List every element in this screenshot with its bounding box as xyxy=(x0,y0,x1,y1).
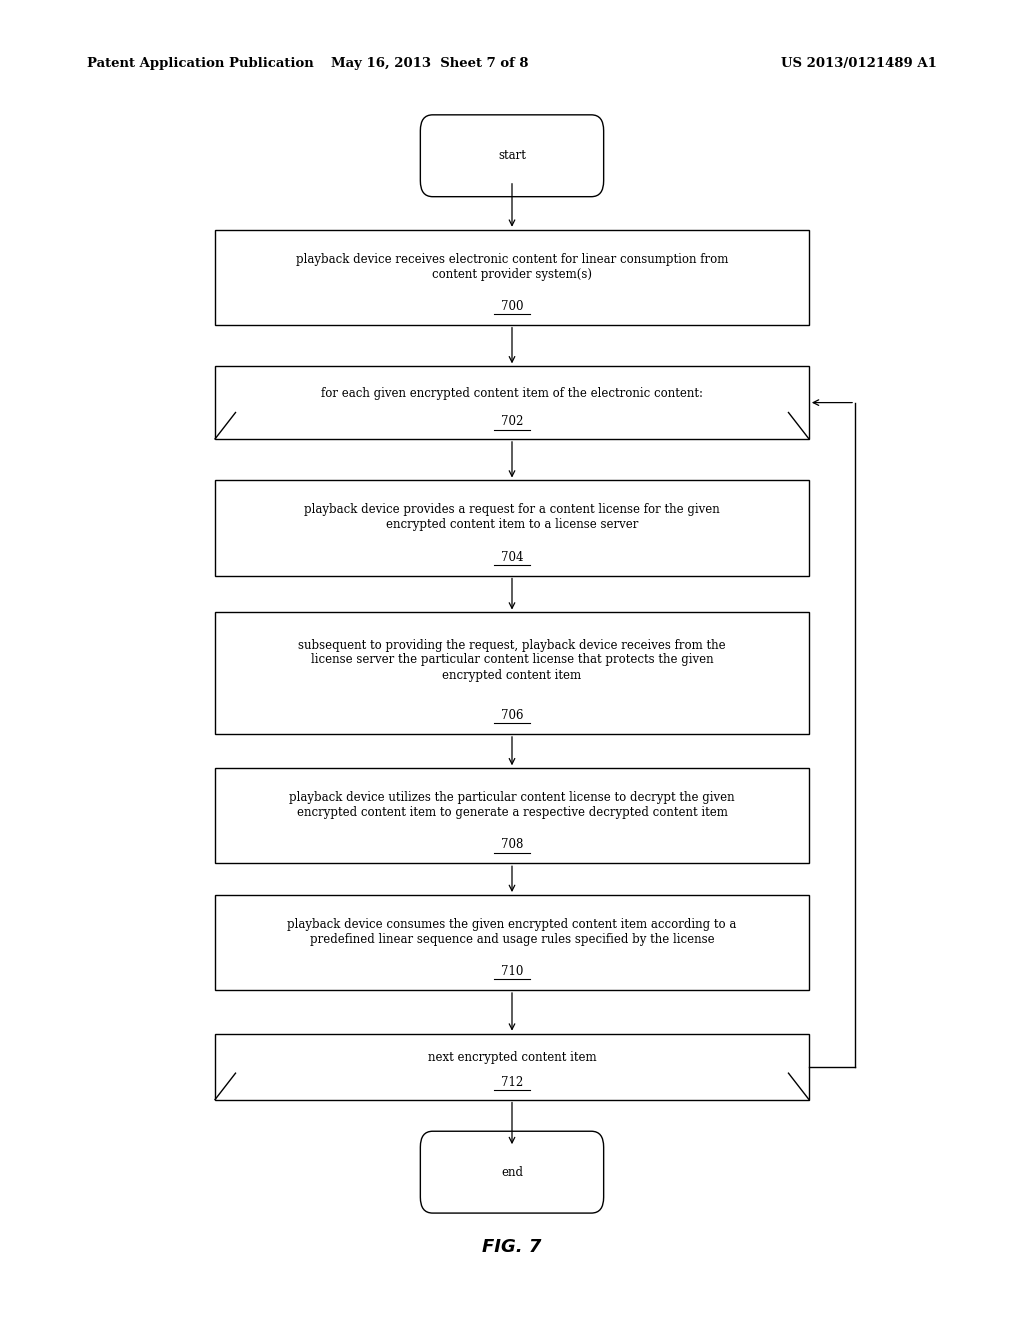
Text: Patent Application Publication: Patent Application Publication xyxy=(87,57,313,70)
Text: FIG. 7: FIG. 7 xyxy=(482,1238,542,1257)
Text: 700: 700 xyxy=(501,300,523,313)
Text: 706: 706 xyxy=(501,709,523,722)
Text: subsequent to providing the request, playback device receives from the
license s: subsequent to providing the request, pla… xyxy=(298,639,726,681)
Text: playback device consumes the given encrypted content item according to a
predefi: playback device consumes the given encry… xyxy=(288,917,736,946)
Text: for each given encrypted content item of the electronic content:: for each given encrypted content item of… xyxy=(321,387,703,400)
Text: 708: 708 xyxy=(501,838,523,851)
Text: next encrypted content item: next encrypted content item xyxy=(428,1051,596,1064)
Bar xyxy=(215,768,809,863)
Text: end: end xyxy=(501,1166,523,1179)
FancyBboxPatch shape xyxy=(420,115,603,197)
Bar xyxy=(215,480,809,576)
Bar xyxy=(215,366,809,438)
FancyBboxPatch shape xyxy=(420,1131,603,1213)
Text: 704: 704 xyxy=(501,550,523,564)
Text: playback device receives electronic content for linear consumption from
content : playback device receives electronic cont… xyxy=(296,252,728,281)
Text: May 16, 2013  Sheet 7 of 8: May 16, 2013 Sheet 7 of 8 xyxy=(332,57,528,70)
Bar xyxy=(215,230,809,325)
Text: playback device provides a request for a content license for the given
encrypted: playback device provides a request for a… xyxy=(304,503,720,532)
Text: 702: 702 xyxy=(501,416,523,428)
Bar xyxy=(215,1034,809,1100)
Text: playback device utilizes the particular content license to decrypt the given
enc: playback device utilizes the particular … xyxy=(289,791,735,820)
Text: 712: 712 xyxy=(501,1076,523,1089)
Bar xyxy=(215,612,809,734)
Text: US 2013/0121489 A1: US 2013/0121489 A1 xyxy=(781,57,937,70)
Text: start: start xyxy=(498,149,526,162)
Bar xyxy=(215,895,809,990)
Text: 710: 710 xyxy=(501,965,523,978)
